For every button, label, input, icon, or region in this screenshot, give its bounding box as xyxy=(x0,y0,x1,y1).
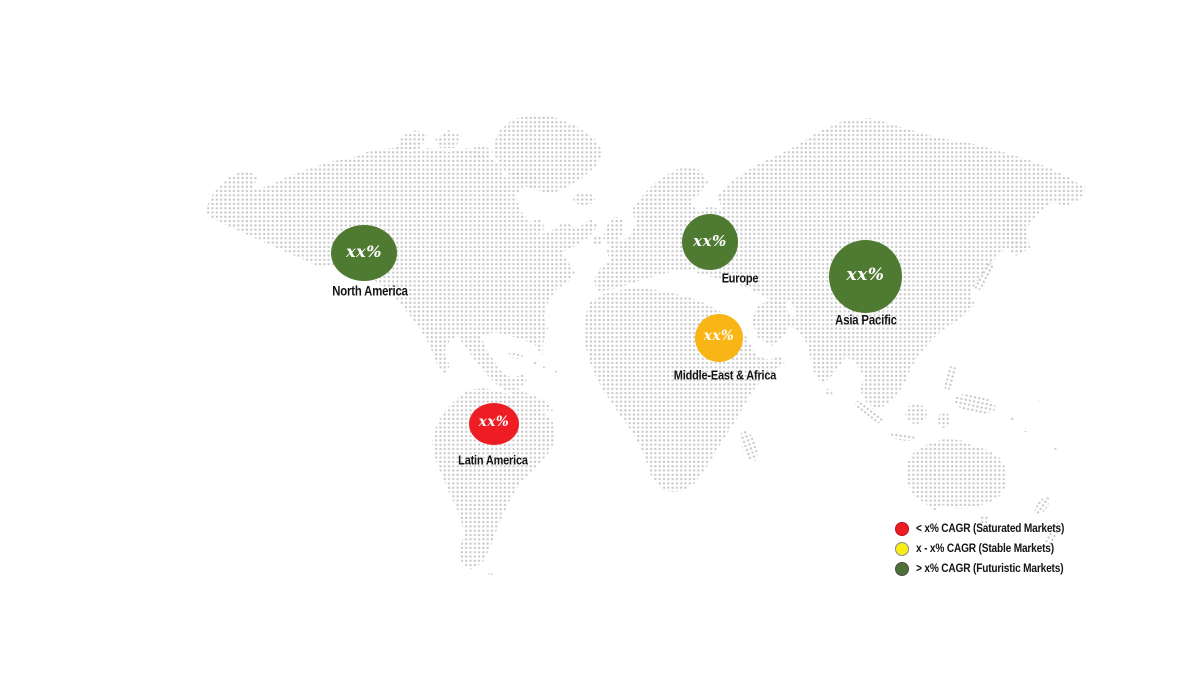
region-label-europe: Europe xyxy=(721,270,759,286)
japan xyxy=(974,260,994,292)
iceland xyxy=(573,193,595,205)
legend-label: > x% CAGR (Futuristic Markets) xyxy=(916,563,1064,575)
bubble-europe: xx% xyxy=(682,214,738,270)
legend-label: < x% CAGR (Saturated Markets) xyxy=(916,523,1065,535)
bubble-value: xx% xyxy=(693,231,727,250)
new-zealand-south xyxy=(1045,522,1061,546)
bubble-north-america: xx% xyxy=(331,225,397,281)
continent-south-america xyxy=(432,388,556,570)
sri-lanka xyxy=(825,388,833,396)
legend-dot-saturated-icon xyxy=(895,522,909,536)
arabian-peninsula xyxy=(752,298,792,346)
continent-australia xyxy=(906,439,1007,511)
tasmania xyxy=(979,514,989,524)
legend-dot-stable-icon xyxy=(895,542,909,556)
legend-item-futuristic: > x% CAGR (Futuristic Markets) xyxy=(895,562,1084,576)
greenland xyxy=(492,114,603,194)
bubble-middle-east-africa: xx% xyxy=(695,314,743,362)
bubble-value: xx% xyxy=(846,265,885,285)
region-label-asia-pacific: Asia Pacific xyxy=(835,312,897,328)
legend: < x% CAGR (Saturated Markets) x - x% CAG… xyxy=(895,522,1084,582)
bubble-value: xx% xyxy=(703,328,735,345)
region-label-middle-east-africa: Middle-East & Africa xyxy=(673,367,777,383)
new-zealand-north xyxy=(1034,496,1050,516)
continent-north-america xyxy=(206,148,598,411)
region-label-latin-america: Latin America xyxy=(458,452,528,468)
philippines xyxy=(944,365,956,391)
bubble-asia-pacific: xx% xyxy=(829,240,902,313)
legend-label: x - x% CAGR (Stable Markets) xyxy=(916,543,1054,555)
madagascar xyxy=(740,430,758,462)
legend-item-saturated: < x% CAGR (Saturated Markets) xyxy=(895,522,1084,536)
legend-dot-futuristic-icon xyxy=(895,562,909,576)
bubble-latin-america: xx% xyxy=(469,403,519,445)
bubble-value: xx% xyxy=(346,242,382,261)
new-guinea xyxy=(954,394,996,414)
legend-item-stable: x - x% CAGR (Stable Markets) xyxy=(895,542,1084,556)
region-label-north-america: North America xyxy=(332,283,408,299)
bubble-value: xx% xyxy=(478,414,510,431)
